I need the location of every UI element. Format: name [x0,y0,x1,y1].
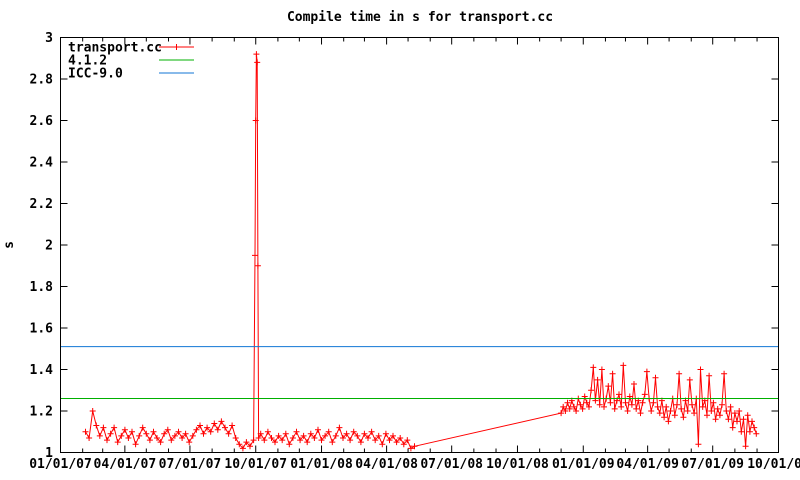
plot-border [60,37,779,453]
y-tick-label: 1.8 [30,280,54,295]
x-tick-label: 01/01/08 [290,457,353,472]
y-tick-label: 2.4 [30,156,54,171]
x-tick-label: 10/01/09 [747,457,800,472]
y-tick-label: 2.2 [30,197,53,212]
series-layer [60,51,779,452]
y-tick-label: 1.6 [30,322,54,337]
y-tick-label: 1.4 [30,363,54,378]
y-tick-label: 2.8 [30,73,54,88]
y-axis-label: s [2,241,17,249]
x-tick-label: 01/01/07 [29,457,92,472]
x-tick-label: 07/01/07 [159,457,222,472]
x-tick-label: 10/01/07 [224,457,287,472]
legend-label-4.1.2: 4.1.2 [68,54,107,69]
y-tick-label: 3 [45,31,53,46]
x-tick-label: 10/01/08 [486,457,549,472]
x-tick-label: 07/01/09 [681,457,744,472]
legend-sample-marker [173,44,180,50]
y-tick-label: 2.6 [30,114,54,129]
legend-label-transport.cc: transport.cc [68,41,162,56]
data-line-transport.cc [85,54,757,450]
x-tick-label: 01/01/09 [552,457,615,472]
y-tick-label: 1.2 [30,405,53,420]
chart-title: Compile time in s for transport.cc [287,10,553,25]
y-tick-label: 2 [45,239,53,254]
legend-label-ICC-9.0: ICC-9.0 [68,67,123,82]
y-tick-label: 1 [45,446,53,461]
x-tick-label: 04/01/07 [94,457,157,472]
x-tick-label: 07/01/08 [420,457,483,472]
x-tick-label: 04/01/09 [616,457,679,472]
data-points-transport.cc [82,51,760,452]
axis-ticks: 01/01/07 04/01/07 07/01/07 10/01/07 01/01/08… [29,31,800,472]
x-tick-label: 04/01/08 [355,457,418,472]
